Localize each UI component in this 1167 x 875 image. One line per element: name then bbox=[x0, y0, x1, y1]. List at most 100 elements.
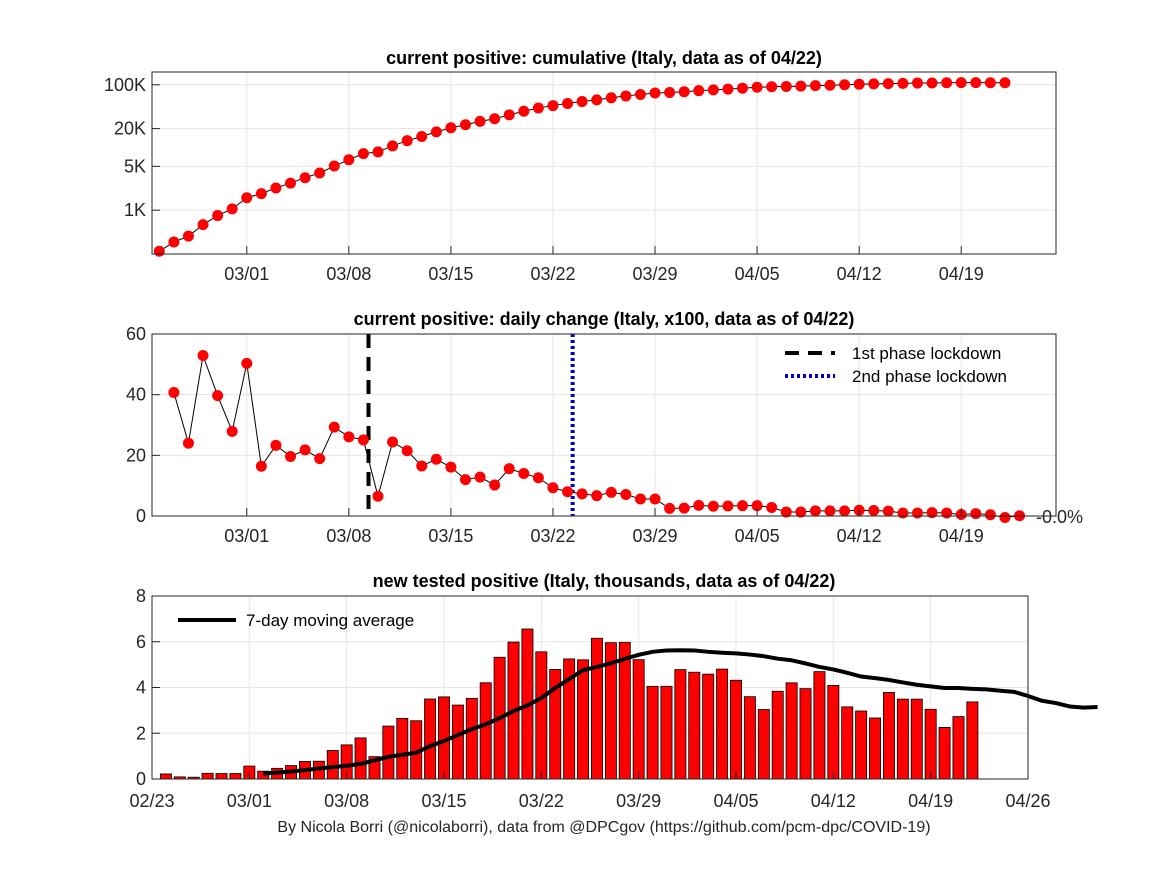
daily-change-point bbox=[795, 506, 807, 518]
x-tick-label: 03/15 bbox=[428, 526, 473, 546]
y-tick-label: 0 bbox=[136, 506, 146, 526]
cumulative-point bbox=[634, 88, 646, 100]
daily-change-point bbox=[780, 506, 792, 518]
x-tick-label: 04/19 bbox=[939, 526, 984, 546]
daily-change-point bbox=[357, 434, 369, 446]
daily-change-point bbox=[182, 437, 194, 449]
daily-change-point bbox=[343, 431, 355, 443]
x-tick-label: 04/12 bbox=[811, 791, 856, 811]
legend-2nd-phase-label: 2nd phase lockdown bbox=[852, 367, 1007, 386]
daily-change-point bbox=[547, 482, 559, 494]
bar bbox=[716, 668, 729, 780]
cumulative-point bbox=[474, 115, 486, 127]
bar bbox=[813, 671, 826, 780]
cumulative-point bbox=[678, 86, 690, 98]
x-tick-label: 03/01 bbox=[224, 526, 269, 546]
panel-2-series bbox=[168, 350, 1026, 524]
cumulative-point bbox=[882, 78, 894, 90]
cumulative-point bbox=[357, 148, 369, 160]
daily-change-point bbox=[897, 507, 909, 519]
cumulative-point bbox=[153, 245, 165, 257]
y-tick-label: 20K bbox=[114, 119, 146, 139]
cumulative-point bbox=[853, 78, 865, 90]
panel-3-moving-average bbox=[263, 648, 1098, 776]
x-tick-label: 03/15 bbox=[428, 264, 473, 284]
panel-3-legend: 7-day moving average bbox=[178, 611, 414, 630]
panel-1-title: current positive: cumulative (Italy, dat… bbox=[386, 48, 822, 68]
daily-change-point bbox=[241, 357, 253, 369]
cumulative-point bbox=[941, 77, 953, 89]
daily-change-point bbox=[168, 387, 180, 399]
cumulative-point bbox=[299, 172, 311, 184]
bar bbox=[577, 659, 590, 780]
bar bbox=[159, 773, 172, 780]
x-tick-label: 03/29 bbox=[633, 264, 678, 284]
daily-change-point bbox=[562, 486, 574, 498]
cumulative-point bbox=[955, 77, 967, 89]
daily-change-point bbox=[707, 500, 719, 512]
daily-change-point bbox=[737, 500, 749, 512]
daily-change-point bbox=[926, 507, 938, 519]
x-tick-label: 04/05 bbox=[735, 264, 780, 284]
panel-1-plot-area bbox=[152, 72, 1056, 254]
daily-change-point bbox=[605, 486, 617, 498]
legend-1st-phase-label: 1st phase lockdown bbox=[852, 344, 1001, 363]
x-tick-label: 03/22 bbox=[530, 264, 575, 284]
cumulative-point bbox=[401, 135, 413, 147]
cumulative-point bbox=[226, 203, 238, 215]
daily-change-point bbox=[678, 502, 690, 514]
daily-change-point bbox=[474, 471, 486, 483]
cumulative-point bbox=[241, 192, 253, 204]
bar bbox=[757, 709, 770, 780]
daily-change-point bbox=[328, 421, 340, 433]
cumulative-point bbox=[576, 96, 588, 108]
daily-change-point bbox=[314, 453, 326, 465]
y-tick-label: 0 bbox=[136, 769, 146, 789]
daily-change-point bbox=[649, 493, 661, 505]
daily-change-point bbox=[576, 488, 588, 500]
bar bbox=[354, 737, 367, 780]
x-tick-label: 04/12 bbox=[837, 526, 882, 546]
daily-change-point bbox=[285, 451, 297, 463]
panel-cumulative: current positive: cumulative (Italy, dat… bbox=[104, 48, 1057, 284]
daily-change-point bbox=[387, 436, 399, 448]
panel-2-plot-area bbox=[152, 334, 1056, 516]
bar bbox=[966, 701, 979, 780]
daily-change-point bbox=[970, 508, 982, 520]
cumulative-point bbox=[212, 210, 224, 222]
panel-1-ticks: 03/01 03/08 03/15 03/22 03/29 04/05 04/12 04/19… bbox=[104, 75, 984, 284]
bar bbox=[924, 708, 937, 780]
y-tick-label: 8 bbox=[136, 586, 146, 606]
daily-change-point bbox=[255, 460, 267, 472]
cumulative-point bbox=[737, 82, 749, 94]
bar bbox=[799, 688, 812, 780]
cumulative-point bbox=[722, 83, 734, 95]
x-tick-label: 03/01 bbox=[227, 791, 272, 811]
daily-change-point bbox=[664, 502, 676, 514]
bar bbox=[771, 690, 784, 780]
cumulative-point bbox=[562, 97, 574, 109]
cumulative-point bbox=[168, 236, 180, 248]
y-tick-label: 60 bbox=[126, 324, 146, 344]
y-tick-label: 1K bbox=[124, 200, 146, 220]
panel-1-series bbox=[153, 77, 1011, 257]
cumulative-point bbox=[343, 154, 355, 166]
daily-change-point bbox=[882, 505, 894, 517]
cumulative-point bbox=[445, 122, 457, 134]
daily-change-point bbox=[824, 505, 836, 517]
bar bbox=[938, 726, 951, 780]
moving-average-line bbox=[263, 648, 1098, 776]
daily-change-point bbox=[634, 493, 646, 505]
cumulative-point bbox=[605, 92, 617, 104]
x-tick-label: 03/15 bbox=[421, 791, 466, 811]
bar bbox=[730, 679, 742, 780]
x-tick-label: 03/08 bbox=[324, 791, 369, 811]
bar bbox=[590, 637, 603, 780]
x-tick-label: 02/23 bbox=[129, 791, 174, 811]
daily-change-point bbox=[197, 350, 209, 362]
panel-3-title: new tested positive (Italy, thousands, d… bbox=[373, 571, 836, 591]
cumulative-point bbox=[984, 77, 996, 89]
panel-new-positive: new tested positive (Italy, thousands, d… bbox=[129, 571, 1098, 811]
y-tick-label: 100K bbox=[104, 75, 146, 95]
